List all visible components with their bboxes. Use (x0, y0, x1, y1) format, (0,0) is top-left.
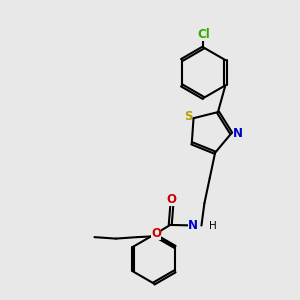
Text: H: H (209, 220, 217, 230)
Text: O: O (151, 227, 161, 240)
Text: N: N (233, 127, 243, 140)
Text: Cl: Cl (197, 28, 210, 41)
Text: N: N (188, 219, 198, 232)
Text: O: O (167, 194, 177, 206)
Text: S: S (184, 110, 192, 123)
